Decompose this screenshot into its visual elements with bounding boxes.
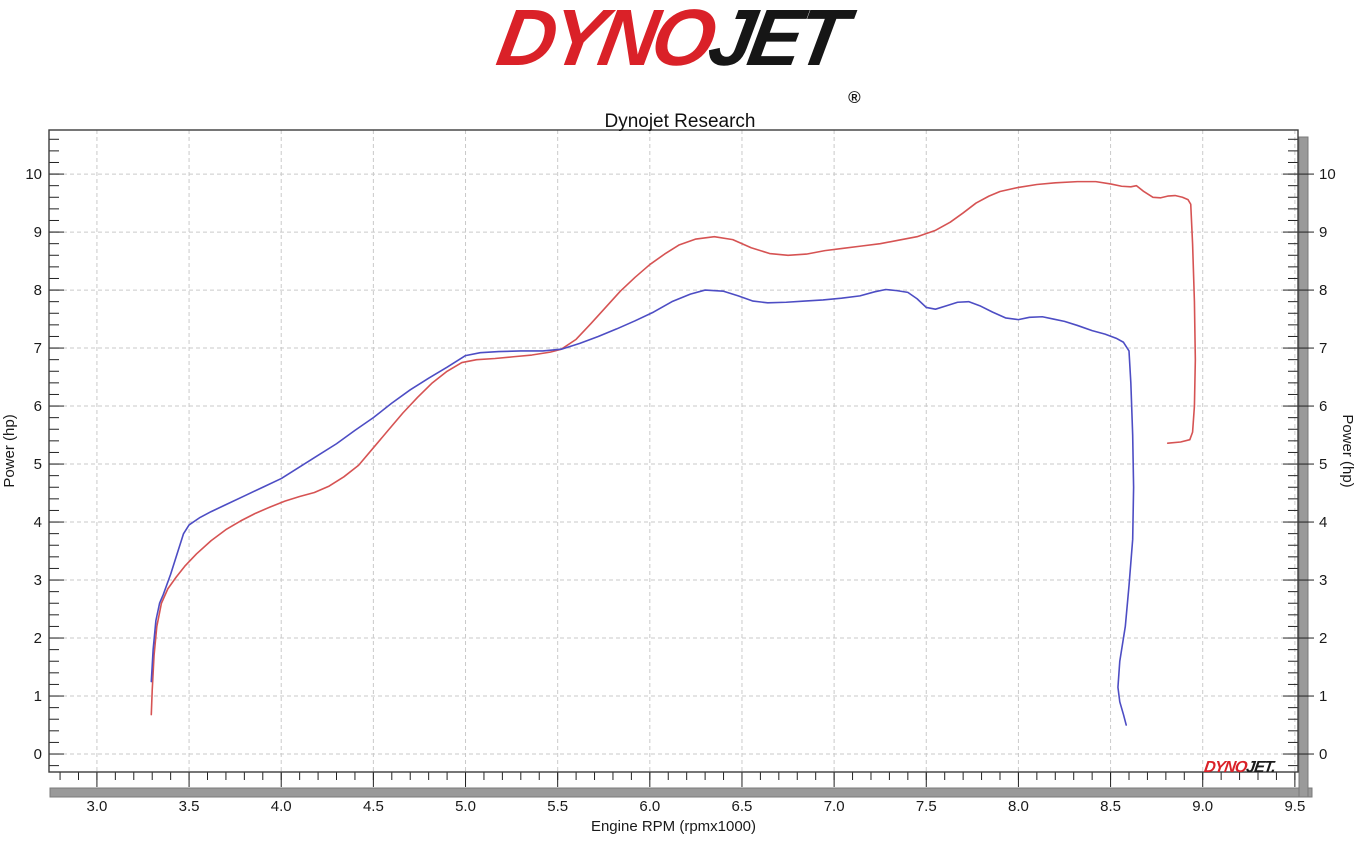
svg-text:4.0: 4.0 [271,798,292,815]
plot-area[interactable] [49,130,1298,772]
svg-text:8: 8 [1319,282,1327,299]
x-tick-labels: 3.0 3.5 4.0 4.5 5.0 5.5 6.0 6.5 7.0 7.5 8.0 8.5 9.0 9… [86,798,1305,815]
svg-text:7.5: 7.5 [916,798,937,815]
svg-text:9: 9 [1319,224,1327,241]
svg-text:8.5: 8.5 [1100,798,1121,815]
y-tick-labels-left: 0 1 2 3 4 5 6 7 8 9 10 [25,166,42,763]
svg-text:8.0: 8.0 [1008,798,1029,815]
dynojet-logo: DYNOJET ® [0,0,1360,108]
x-axis-title: Engine RPM (rpmx1000) [591,818,756,835]
svg-text:2: 2 [1319,630,1327,647]
svg-text:6: 6 [1319,398,1327,415]
registered-trademark-icon: ® [848,88,861,107]
svg-text:5: 5 [1319,456,1327,473]
svg-text:7: 7 [1319,340,1327,357]
watermark-dyno-text: DYNO [1202,759,1248,776]
svg-text:5.5: 5.5 [547,798,568,815]
svg-text:10: 10 [1319,166,1336,183]
gridlines [49,130,1298,772]
logo-dyno-text: DYNO [491,0,719,82]
svg-text:3.0: 3.0 [86,798,107,815]
power-curve-red-run [150,180,1197,716]
svg-text:3.5: 3.5 [179,798,200,815]
dynojet-wordmark: DYNOJET [492,0,851,82]
svg-text:5: 5 [34,456,42,473]
watermark-logo: DYNOJET. [1203,759,1276,777]
y-axis-title-right: Power (hp) [1339,414,1356,487]
y-axis-title-left: Power (hp) [1,414,18,487]
power-curve-blue-run [150,288,1135,726]
svg-text:1: 1 [34,688,42,705]
svg-text:5.0: 5.0 [455,798,476,815]
svg-text:9.0: 9.0 [1192,798,1213,815]
watermark-jet-text: JET. [1245,759,1277,776]
horizontal-scrollbar[interactable] [49,787,1313,798]
svg-text:0: 0 [1319,746,1327,763]
svg-text:7.0: 7.0 [824,798,845,815]
svg-text:4: 4 [1319,514,1327,531]
svg-text:10: 10 [25,166,42,183]
svg-text:6.0: 6.0 [639,798,660,815]
svg-text:1: 1 [1319,688,1327,705]
plot-border [48,129,1299,773]
svg-text:6: 6 [34,398,42,415]
svg-text:4: 4 [34,514,42,531]
svg-text:6.5: 6.5 [732,798,753,815]
svg-text:8: 8 [34,282,42,299]
svg-text:3: 3 [1319,572,1327,589]
svg-text:4.5: 4.5 [363,798,384,815]
header: DYNOJET ® Dynojet Research [0,0,1360,133]
svg-text:7: 7 [34,340,42,357]
y-tick-labels-right: 0 1 2 3 4 5 6 7 8 9 10 [1319,166,1336,763]
svg-text:9: 9 [34,224,42,241]
axis-ticks [49,138,1314,787]
vertical-scrollbar[interactable] [1298,136,1309,798]
svg-text:0: 0 [34,746,42,763]
svg-text:3: 3 [34,572,42,589]
svg-text:9.5: 9.5 [1284,798,1305,815]
logo-jet-text: JET [702,0,851,82]
svg-text:2: 2 [34,630,42,647]
subtitle: Dynojet Research [604,111,756,132]
